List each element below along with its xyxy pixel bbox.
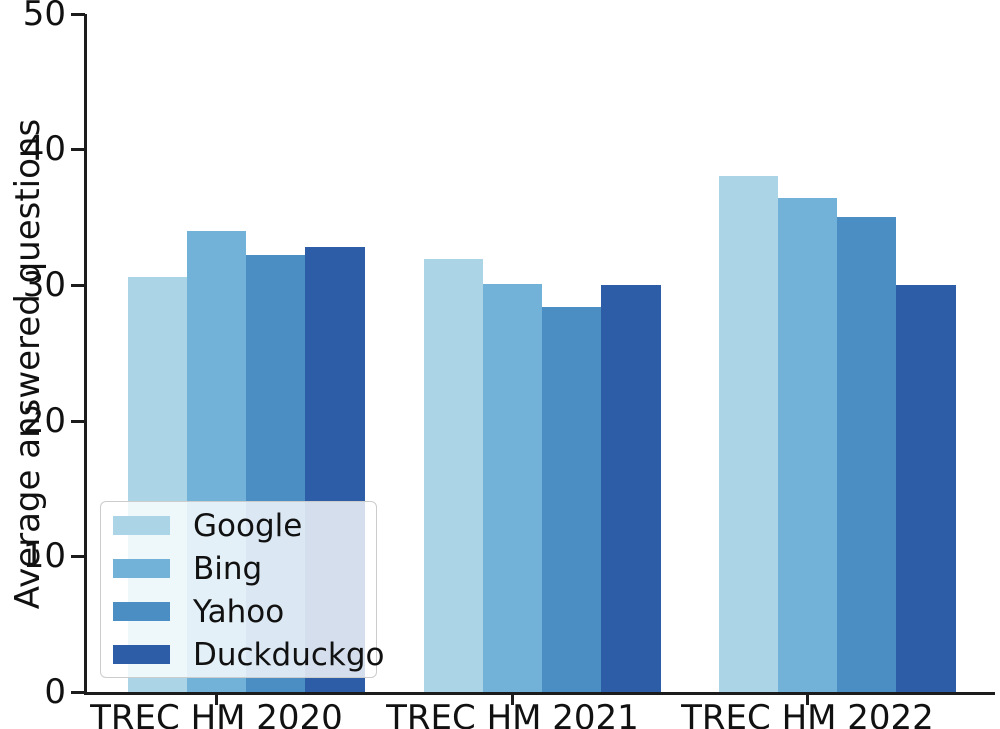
bar-google-2	[423, 259, 483, 692]
legend: Google Bing Yahoo Duckduckgo	[100, 501, 384, 678]
y-tick-label: 40	[22, 129, 66, 170]
legend-rows: Google Bing Yahoo Duckduckgo	[113, 504, 384, 676]
x-tick-label: TREC HM 2020	[90, 698, 343, 729]
legend-item-bing: Bing	[113, 547, 376, 590]
legend-swatch-yahoo	[113, 602, 170, 621]
legend-item-duckduckgo: Duckduckgo	[113, 633, 384, 676]
bar-bing-2	[482, 283, 543, 692]
legend-swatch-bing	[113, 559, 170, 578]
y-tick-label: 0	[44, 672, 66, 712]
x-axis-line	[84, 692, 995, 695]
legend-swatch-google	[113, 516, 170, 535]
y-tick-mark	[71, 283, 85, 287]
bar-bing-3	[777, 198, 838, 692]
legend-label: Bing	[193, 550, 263, 587]
legend-label: Yahoo	[193, 593, 285, 630]
y-tick-label: 50	[22, 0, 66, 34]
x-tick-label: TREC HM 2021	[386, 698, 639, 729]
x-tick-mark	[511, 694, 514, 705]
legend-item-yahoo: Yahoo	[113, 590, 376, 633]
bar-duckduckgo-3	[896, 284, 956, 692]
bar-duckduckgo-2	[601, 284, 661, 692]
bar-google-3	[718, 176, 778, 692]
bar-yahoo-3	[837, 217, 897, 692]
x-tick-label: TREC HM 2022	[681, 698, 934, 729]
legend-label: Google	[193, 507, 303, 544]
y-axis-line	[84, 14, 87, 695]
y-tick-label: 30	[22, 264, 66, 305]
y-tick-label: 10	[22, 536, 66, 577]
x-tick-mark	[215, 694, 218, 705]
y-tick-mark	[71, 555, 85, 559]
legend-swatch-duckduckgo	[113, 645, 170, 664]
y-tick-mark	[71, 148, 85, 152]
legend-label: Duckduckgo	[193, 636, 385, 673]
y-tick-label: 20	[22, 400, 66, 441]
y-tick-mark	[71, 12, 85, 16]
y-tick-mark	[71, 691, 85, 694]
x-tick-mark	[806, 694, 809, 705]
bar-yahoo-2	[542, 306, 602, 692]
y-tick-mark	[71, 419, 85, 423]
legend-item-google: Google	[113, 504, 376, 547]
